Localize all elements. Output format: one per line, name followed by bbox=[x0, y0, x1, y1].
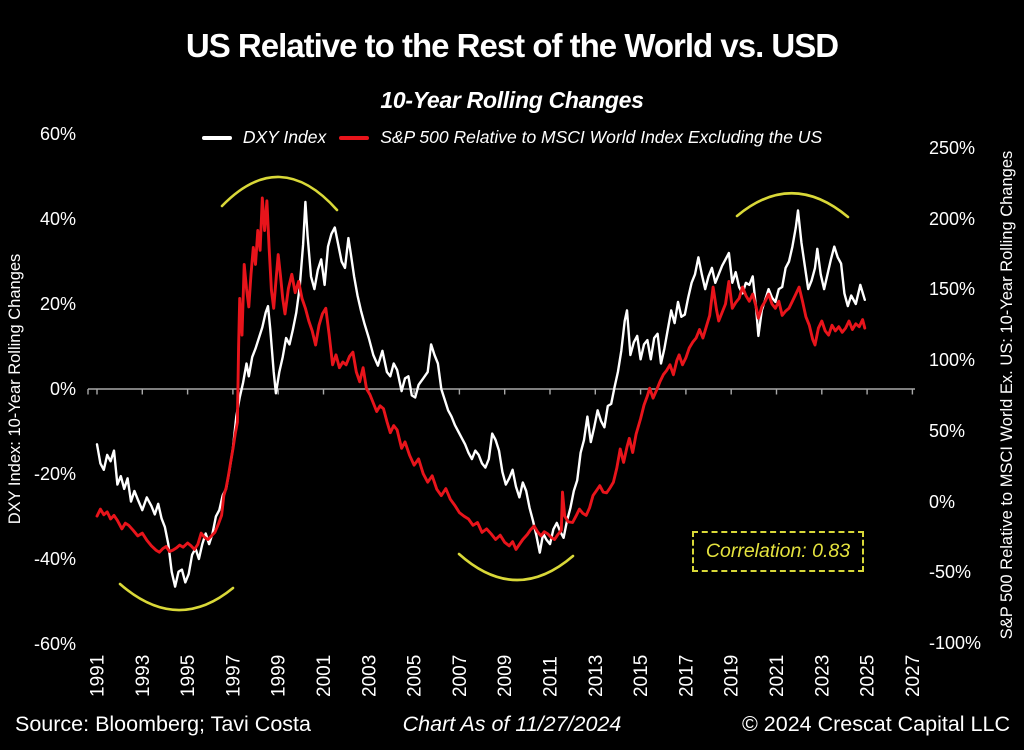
left-axis-tick-label: 0% bbox=[49, 378, 76, 399]
x-axis-tick-label: 2027 bbox=[903, 655, 924, 697]
left-axis-tick-label: -20% bbox=[33, 463, 76, 484]
x-axis-tick-label: 2023 bbox=[812, 655, 833, 697]
legend-item-dxy: DXY Index bbox=[201, 127, 327, 148]
left-axis-title: DXY Index: 10-Year Rolling Changes bbox=[6, 254, 24, 525]
spx-relative-line bbox=[95, 196, 867, 554]
left-axis-tick-label: 60% bbox=[39, 123, 76, 144]
peak-arc-2019-2024-highlight bbox=[735, 191, 850, 219]
left-axis-tick-label: -60% bbox=[33, 633, 76, 654]
correlation-annotation-text: Correlation: 0.83 bbox=[705, 540, 851, 562]
right-axis-tick-label: -50% bbox=[929, 562, 972, 583]
x-axis-tick-label: 2005 bbox=[405, 655, 426, 697]
chart-subtitle: 10-Year Rolling Changes bbox=[380, 87, 644, 113]
trough-arc-1992-1996-highlight bbox=[118, 582, 235, 612]
correlation-annotation: Correlation: 0.83 bbox=[692, 531, 864, 572]
right-axis-tick-label: 200% bbox=[929, 208, 976, 229]
x-axis-tick-label: 2015 bbox=[631, 655, 652, 697]
chart-legend: DXY Index S&P 500 Relative to MSCI World… bbox=[0, 127, 1024, 148]
right-axis-tick-label: 0% bbox=[929, 491, 956, 512]
legend-label-dxy: DXY Index bbox=[242, 127, 327, 147]
right-axis-title: S&P 500 Relative to MSCI World Ex. US: 1… bbox=[998, 151, 1016, 640]
x-axis-tick-label: 2021 bbox=[767, 655, 788, 697]
x-axis-tick-label: 1999 bbox=[269, 655, 290, 697]
footer-source: Source: Bloomberg; Tavi Costa bbox=[15, 712, 311, 736]
right-axis-tick-label: 100% bbox=[929, 350, 976, 371]
x-axis-tick-label: 1991 bbox=[88, 655, 109, 697]
legend-label-spx-rel: S&P 500 Relative to MSCI World Index Exc… bbox=[380, 127, 823, 147]
footer-as-of-date: Chart As of 11/27/2024 bbox=[402, 712, 622, 736]
x-axis-tick-label: 2007 bbox=[450, 655, 471, 697]
x-axis-tick-label: 2019 bbox=[722, 655, 743, 697]
right-axis-tick-label: 250% bbox=[929, 138, 976, 158]
dxy-line-swatch-icon bbox=[201, 135, 232, 140]
zero-gridline bbox=[87, 388, 915, 395]
footer-copyright: © 2024 Crescat Capital LLC bbox=[741, 712, 1010, 736]
left-axis-tick-label: 40% bbox=[39, 208, 76, 229]
x-axis-tick-label: 1993 bbox=[133, 655, 154, 697]
x-axis-tick-label: 2011 bbox=[541, 656, 562, 697]
trough-arc-2007-2012-highlight bbox=[457, 552, 575, 582]
x-axis-tick-label: 1997 bbox=[223, 655, 244, 697]
chart-title: US Relative to the Rest of the World vs.… bbox=[185, 27, 839, 64]
x-axis-tick-label: 1995 bbox=[178, 655, 199, 697]
x-axis-tick-label: 2013 bbox=[586, 655, 607, 697]
spx-line-swatch-icon bbox=[339, 135, 370, 140]
left-axis-tick-label: 20% bbox=[39, 293, 76, 314]
legend-item-spx-rel: S&P 500 Relative to MSCI World Index Exc… bbox=[339, 127, 822, 148]
peak-arc-1997-2001-highlight bbox=[220, 175, 339, 212]
x-axis-tick-label: 2003 bbox=[359, 655, 380, 697]
x-axis-tick-label: 2017 bbox=[676, 655, 697, 697]
x-axis-tick-label: 2025 bbox=[858, 655, 879, 697]
left-axis-tick-label: -40% bbox=[33, 548, 76, 569]
x-axis-tick-label: 2001 bbox=[314, 655, 335, 697]
right-axis-tick-label: 50% bbox=[929, 420, 966, 441]
right-axis-tick-label: -100% bbox=[929, 632, 982, 653]
right-axis-tick-label: 150% bbox=[929, 279, 976, 300]
x-axis-tick-label: 2009 bbox=[495, 655, 516, 697]
